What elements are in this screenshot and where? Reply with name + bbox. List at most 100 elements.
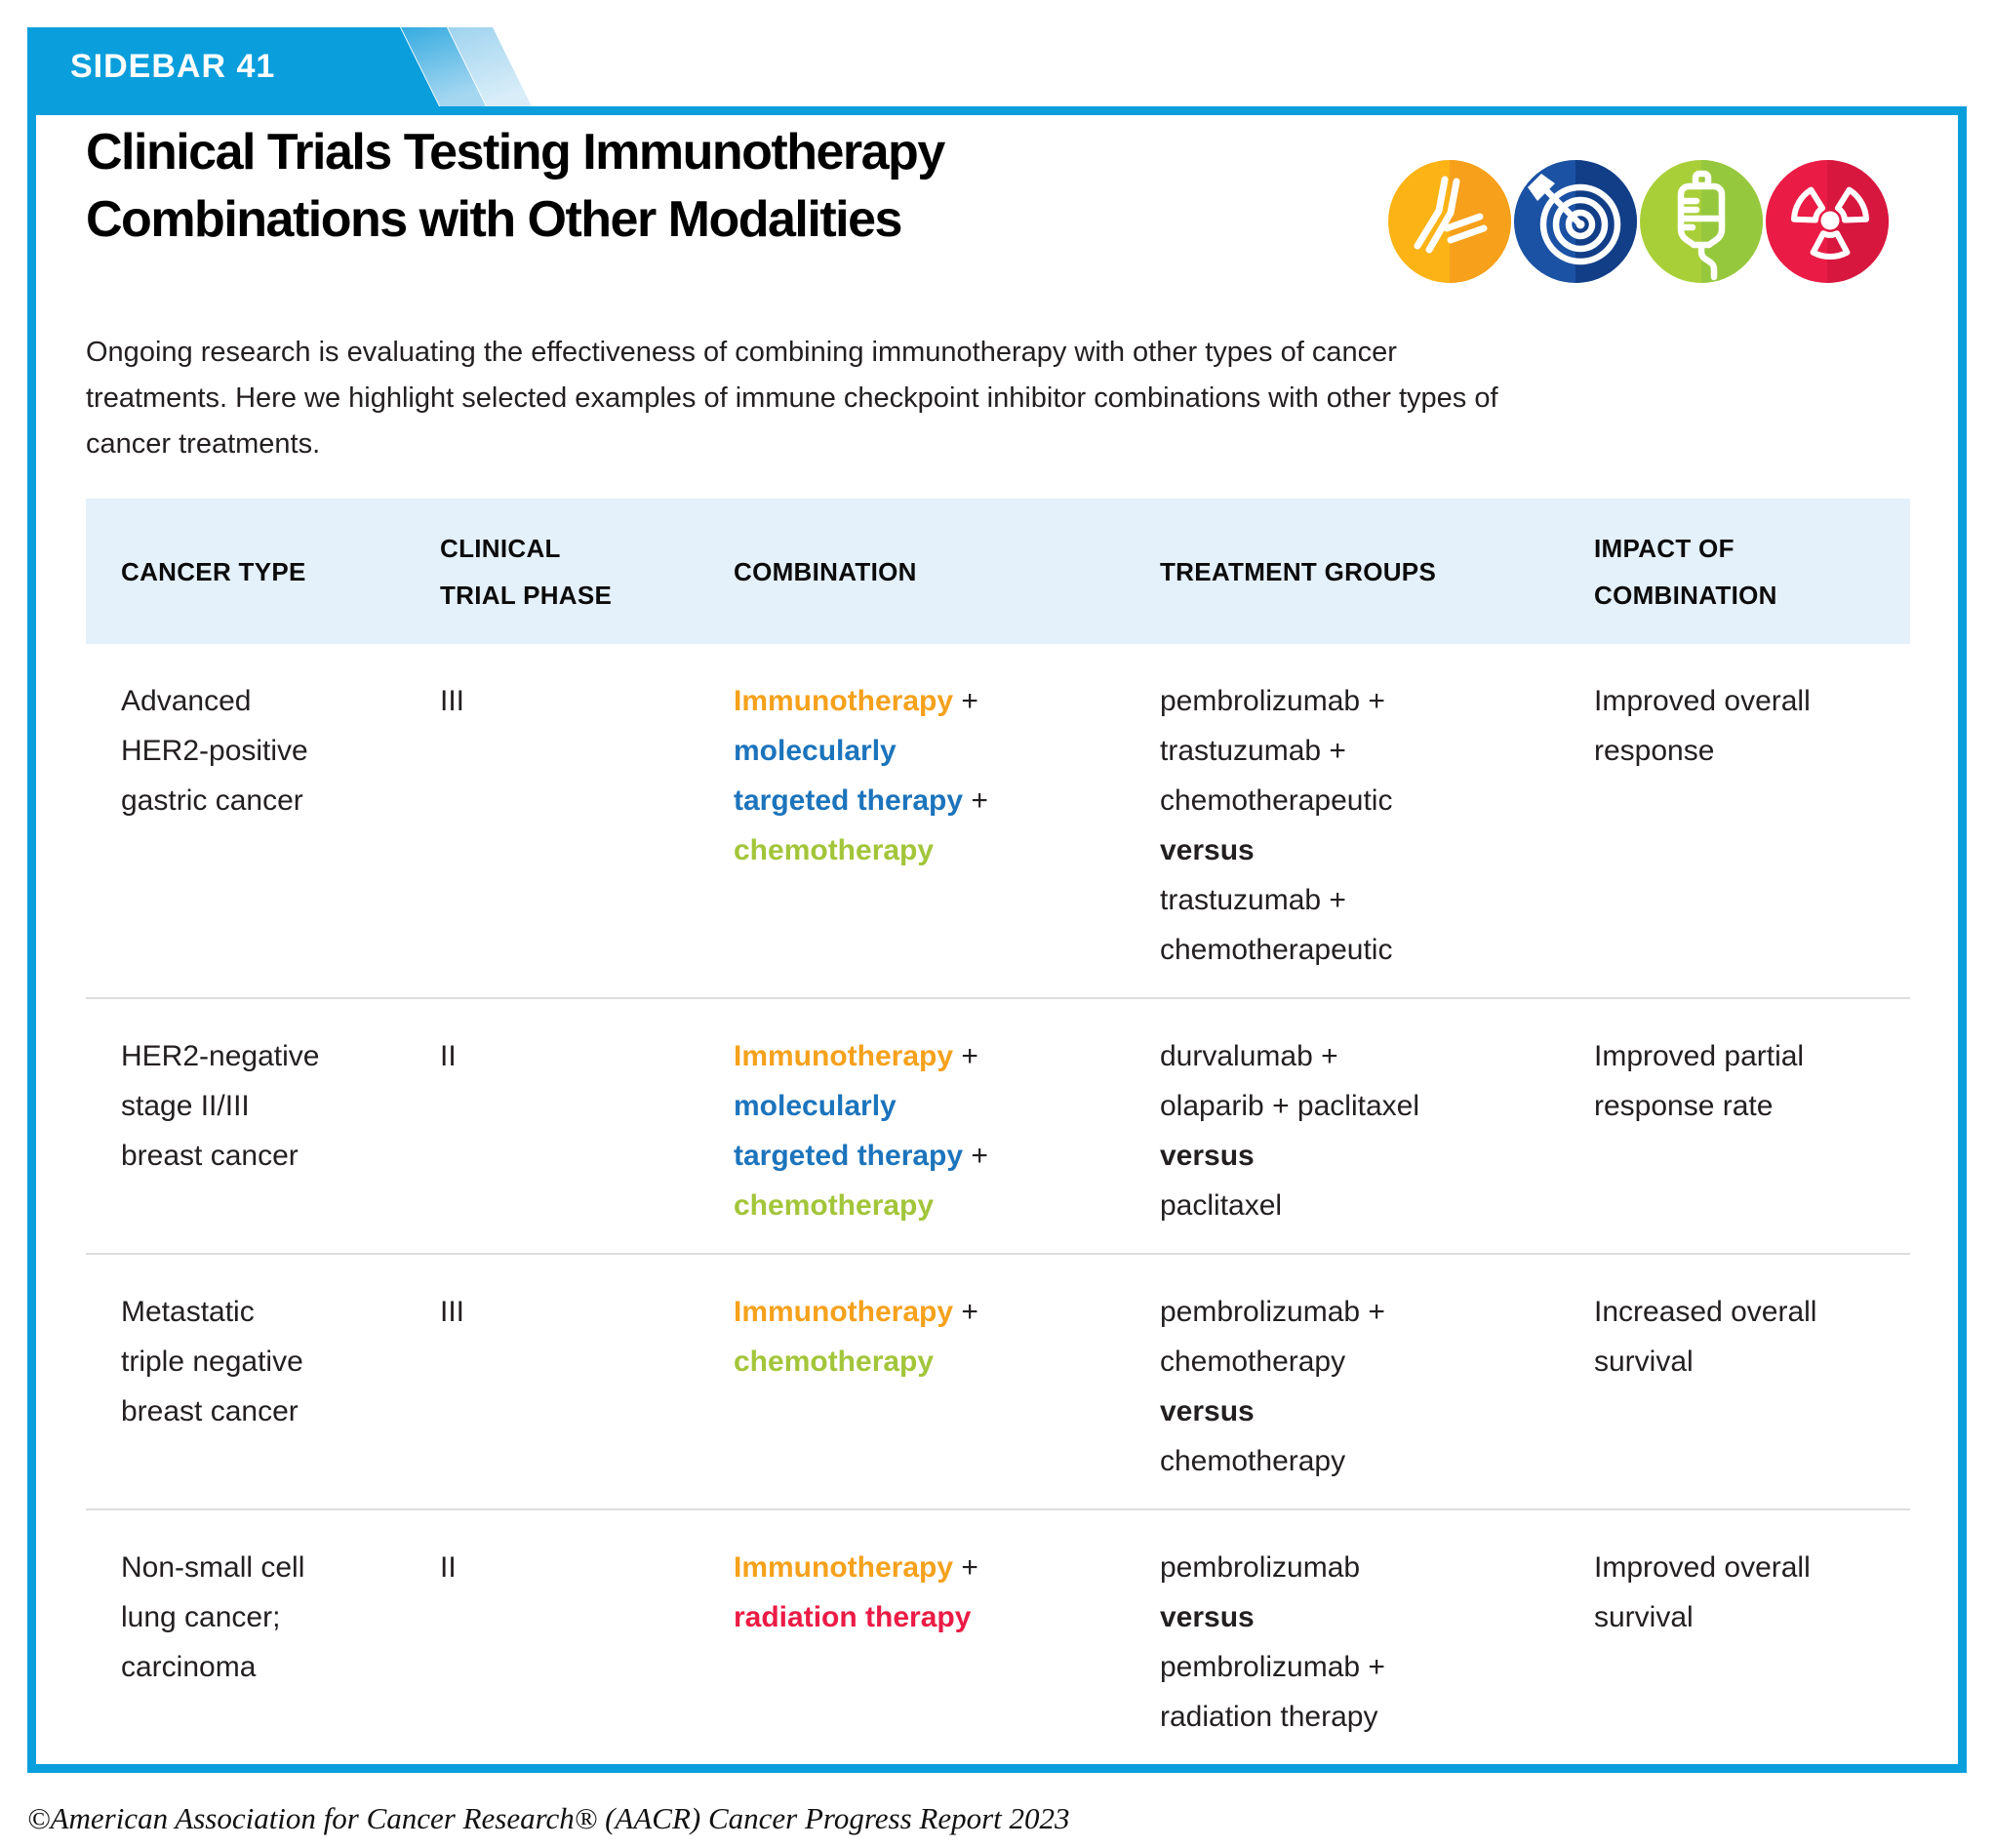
plus-sign: + [953,1040,978,1072]
treatment-groups-cell: pembrolizumab versus pembrolizumab + radiat… [1160,1543,1594,1742]
therapy-type-text: radiation therapy [734,1601,972,1633]
trial-phase-cell: II [440,1551,457,1584]
combination-line: chemotherapy [734,1181,1160,1230]
iv-bag-glyph [1677,170,1726,281]
combination-line: radiation therapy [734,1592,1160,1642]
plus-sign: + [953,1551,978,1584]
treatment-line: pembrolizumab + [1160,1296,1385,1328]
impact-cell: Improved overall survival [1594,1551,1811,1633]
combination-line: targeted therapy + [734,1131,1160,1181]
cancer-type-cell: Non-small cell lung cancer; carcinoma [121,1551,305,1683]
table-body: Advanced HER2-positive gastric cancer III… [86,644,1910,1764]
column-header-cancer-type: CANCER TYPE [121,556,306,586]
treatment-line: pembrolizumab + [1160,1651,1385,1683]
arrow-fletching [1528,174,1555,201]
treatment-groups-cell: pembrolizumab + trastuzumab + chemotherape… [1160,676,1594,975]
combination-line: Immunotherapy + [734,676,1160,726]
combination-line: chemotherapy [734,1337,1160,1386]
combination-cell: Immunotherapy + radiation therapy [734,1543,1160,1742]
treatment-line: durvalumab + [1160,1040,1338,1072]
cancer-type-cell: HER2-negative stage II/III breast cancer [121,1040,320,1172]
treatment-line: paclitaxel [1160,1189,1283,1222]
therapy-type-text: molecularly [734,735,897,767]
therapy-type-text: chemotherapy [734,1189,935,1222]
therapy-type-text: chemotherapy [734,834,935,866]
plus-sign: + [963,784,988,817]
immunotherapy-icon [1388,160,1511,283]
therapy-type-text: chemotherapy [734,1346,935,1378]
plus-sign: + [963,1140,988,1172]
column-header-impact-of-combination: IMPACT OF COMBINATION [1594,533,1777,610]
combination-cell: Immunotherapy + molecularly targeted thera… [734,676,1160,975]
trial-phase-cell: III [440,685,465,717]
treatment-line: pembrolizumab [1160,1551,1361,1584]
treatment-line: chemotherapeutic [1160,784,1393,817]
treatment-line: olaparib + paclitaxel [1160,1090,1420,1122]
combination-line: targeted therapy + [734,776,1160,825]
sidebar-number-label: SIDEBAR 41 [70,48,276,85]
column-header-combination: COMBINATION [734,556,917,586]
column-header-clinical-trial-phase: CLINICAL TRIAL PHASE [440,533,613,610]
combination-line: molecularly [734,1081,1160,1131]
tab-stripe-1 [401,27,486,106]
tab-stripe-2 [448,27,532,106]
versus-text: versus [1160,1395,1255,1427]
combination-line: Immunotherapy + [734,1031,1160,1081]
tab-main-shape [27,27,439,106]
antibody-glyph [1414,176,1488,254]
combination-line: molecularly [734,726,1160,776]
cancer-type-cell: Advanced HER2-positive gastric cancer [121,685,308,817]
combination-cell: Immunotherapy + chemotherapy [734,1287,1160,1486]
combination-cell: Immunotherapy + molecularly targeted thera… [734,1031,1160,1230]
impact-cell: Increased overall survival [1594,1296,1817,1378]
copyright-credit: ©American Association for Cancer Researc… [27,1801,1070,1835]
target-glyph [1537,181,1621,265]
therapy-type-text: molecularly [734,1090,897,1122]
treatment-groups-cell: pembrolizumab + chemotherapy versus chemoth… [1160,1287,1594,1486]
treatment-line: chemotherapeutic [1160,934,1393,966]
treatment-line: radiation therapy [1160,1701,1378,1733]
content-frame [27,106,1967,1773]
versus-text: versus [1160,1140,1255,1172]
plus-sign: + [953,1296,978,1328]
treatment-groups-cell: durvalumab + olaparib + paclitaxel versus p… [1160,1031,1594,1230]
chemotherapy-icon [1640,160,1763,283]
cancer-type-cell: Metastatic triple negative breast cancer [121,1296,303,1427]
sidebar-tab: SIDEBAR 41 [27,27,535,106]
trial-phase-cell: II [440,1040,457,1072]
therapy-type-text: Immunotherapy [734,1296,954,1328]
therapy-type-text: targeted therapy [734,1140,964,1172]
table-row: Non-small cell lung cancer; carcinoma II I… [86,1510,1910,1764]
intro-paragraph: Ongoing research is evaluating the effec… [86,337,1498,460]
table-row: Metastatic triple negative breast cancer… [86,1255,1910,1510]
plus-sign: + [953,685,978,717]
combination-line: chemotherapy [734,825,1160,875]
combination-line: Immunotherapy + [734,1287,1160,1337]
trial-phase-cell: III [440,1296,465,1328]
trials-table: CANCER TYPE CLINICAL TRIAL PHASE COMBINA… [86,499,1910,1764]
therapy-type-text: targeted therapy [734,784,964,817]
page-title: Clinical Trials Testing Immunotherapy Co… [86,124,945,248]
radiation-therapy-icon [1766,160,1889,283]
impact-cell: Improved overall response [1594,685,1811,767]
modality-icons [1388,160,1889,283]
therapy-type-text: Immunotherapy [734,1551,954,1584]
therapy-type-text: Immunotherapy [734,1040,954,1072]
table-header-row: CANCER TYPE CLINICAL TRIAL PHASE COMBINA… [86,499,1910,644]
versus-text: versus [1160,1601,1255,1633]
therapy-type-text: Immunotherapy [734,685,954,717]
targeted-therapy-icon [1514,160,1637,283]
treatment-line: trastuzumab + [1160,735,1346,767]
column-header-treatment-groups: TREATMENT GROUPS [1160,556,1437,586]
combination-line: Immunotherapy + [734,1543,1160,1592]
treatment-line: chemotherapy [1160,1445,1346,1477]
treatment-line: pembrolizumab + [1160,685,1385,717]
tab-shape [27,27,532,106]
table-row: HER2-negative stage II/III breast cancer… [86,999,1910,1255]
impact-cell: Improved partial response rate [1594,1040,1805,1122]
table-row: Advanced HER2-positive gastric cancer III… [86,644,1910,999]
radiation-trefoil-glyph [1791,186,1869,261]
versus-text: versus [1160,834,1255,866]
treatment-line: chemotherapy [1160,1346,1346,1378]
